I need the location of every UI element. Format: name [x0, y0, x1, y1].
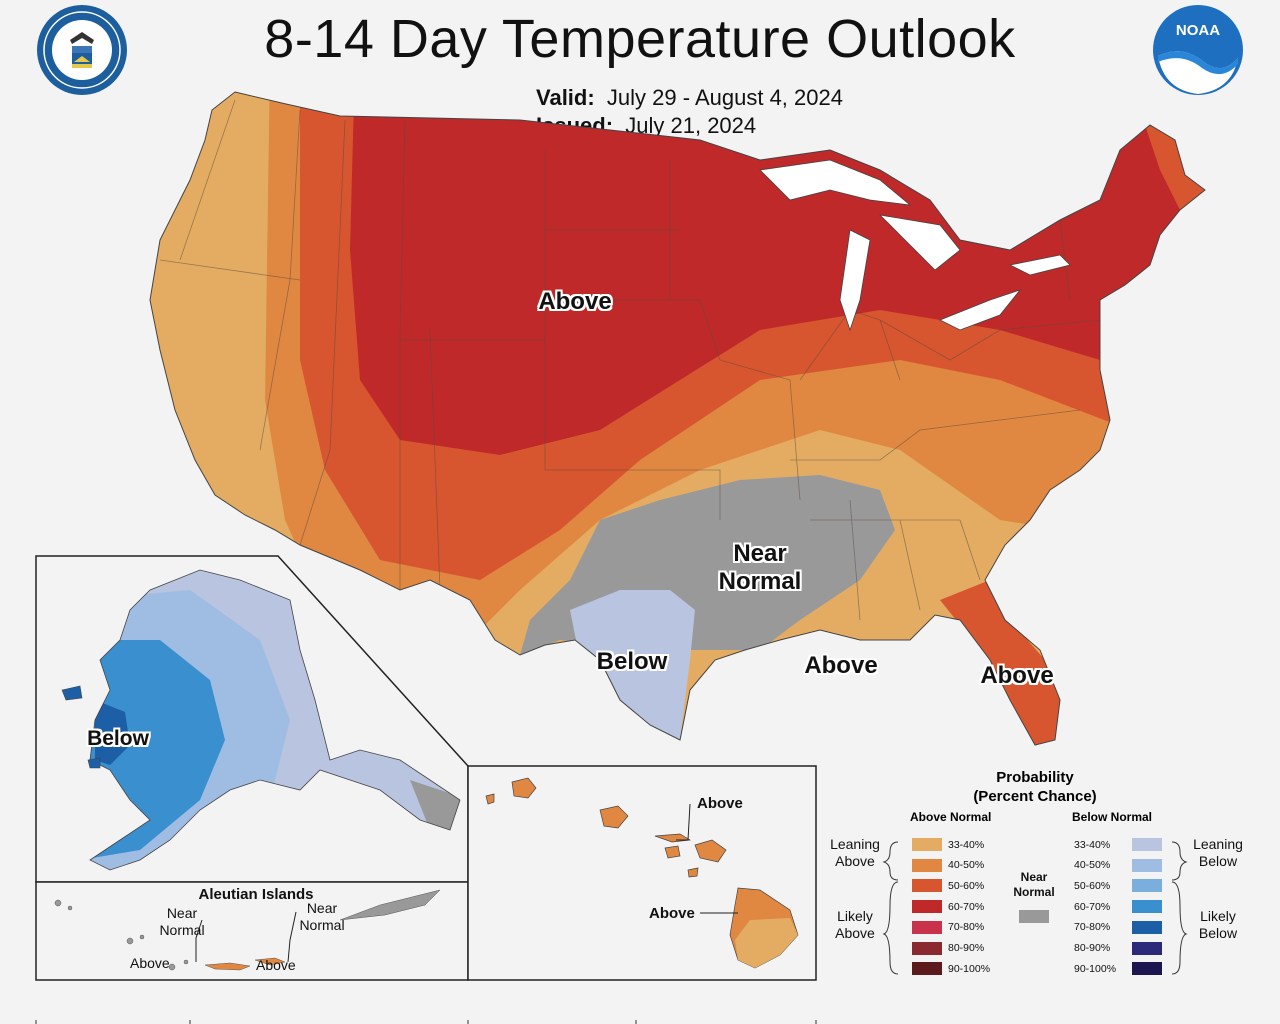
legend-above-label: 50-60% [948, 879, 985, 892]
probability-legend: Probability (Percent Chance) Above Norma… [820, 766, 1260, 986]
doc-seal-logo [37, 5, 127, 95]
legend-above-label: 70-80% [948, 921, 985, 934]
legend-below-header: Below Normal [1072, 810, 1153, 824]
legend-likely-above: Likely Above [835, 908, 875, 941]
noaa-logo: NOAA [1153, 5, 1243, 95]
legend-leaning-below: Leaning Below [1193, 836, 1243, 869]
label-near-normal: Near Normal [718, 540, 802, 595]
label-above-gulf: Above [804, 652, 878, 679]
legend-above-label: 90-100% [948, 962, 991, 975]
label-below-alaska: Below [87, 727, 149, 750]
legend-above-label: 40-50% [948, 859, 985, 872]
aleutian-islands-shapes [54, 889, 441, 971]
label-above-north: Above [538, 288, 612, 315]
legend-below-swatch [1132, 838, 1162, 851]
aleutian-title: Aleutian Islands [198, 886, 314, 903]
legend-above-swatch [912, 962, 942, 976]
legend-title: Probability (Percent Chance) [973, 769, 1097, 805]
valid-dates: July 29 - August 4, 2024 [606, 85, 843, 110]
label-above-hawaii-bottom: Above [649, 905, 695, 922]
map-title: 8-14 Day Temperature Outlook [264, 9, 1016, 69]
aleutian-above-left: Above [130, 955, 170, 971]
legend-below-label: 90-100% [1074, 962, 1117, 975]
bottom-edge-ticks [35, 1020, 817, 1024]
legend-above-swatch [912, 879, 942, 893]
legend-above-swatch [912, 858, 942, 872]
legend-above-label: 33-40% [948, 838, 985, 851]
conus-outline [149, 91, 1206, 746]
legend-likely-below: Likely Below [1198, 908, 1238, 941]
legend-below-label: 80-90% [1074, 942, 1111, 954]
label-above-florida: Above [980, 662, 1054, 689]
nunivak-island [87, 757, 101, 769]
aleutian-near-normal-left: Near Normal [159, 905, 205, 938]
alaska-outline [89, 569, 461, 871]
legend-below-swatch [1132, 879, 1162, 893]
aleutian-leader-left [195, 919, 203, 962]
legend-below-label: 60-70% [1074, 900, 1111, 913]
aleutian-inset-border [35, 881, 469, 981]
aleutian-above-islands [204, 957, 286, 971]
hawaii-leader-line-top [676, 803, 691, 841]
legend-below-swatch [1132, 962, 1162, 976]
aleutian-near-normal-right: Near Normal [299, 900, 345, 933]
legend-below-label: 70-80% [1074, 921, 1111, 934]
legend-above-swatch [912, 838, 942, 851]
legend-above-swatch [912, 941, 942, 955]
label-above-hawaii-top: Above [697, 795, 743, 812]
legend-braces [882, 841, 1188, 975]
legend-below-swatch [1132, 858, 1162, 872]
noaa-logo-text: NOAA [1176, 22, 1220, 39]
aleutian-above-right: Above [256, 957, 296, 973]
legend-above-label: 60-70% [948, 900, 985, 913]
legend-below-label: 50-60% [1074, 879, 1111, 892]
legend-below-label: 40-50% [1074, 859, 1111, 872]
legend-below-swatch [1132, 900, 1162, 914]
legend-near-normal-label: Near Normal [1013, 870, 1055, 899]
label-below-texas: Below [596, 648, 668, 675]
legend-below-swatch [1132, 941, 1162, 955]
valid-label: Valid: [536, 85, 595, 110]
legend-above-swatch [912, 900, 942, 914]
legend-above-header: Above Normal [910, 810, 992, 824]
big-island-leaning-above [735, 918, 798, 968]
legend-above-label: 80-90% [948, 942, 985, 954]
legend-leaning-above: Leaning Above [830, 836, 880, 869]
st-lawrence-island [61, 685, 83, 701]
legend-near-normal-swatch [1019, 910, 1049, 923]
legend-below-label: 33-40% [1074, 838, 1111, 851]
legend-above-swatch [912, 920, 942, 934]
legend-below-swatch [1132, 920, 1162, 934]
great-lakes [759, 159, 1071, 332]
aleutian-leader-right [287, 911, 297, 963]
